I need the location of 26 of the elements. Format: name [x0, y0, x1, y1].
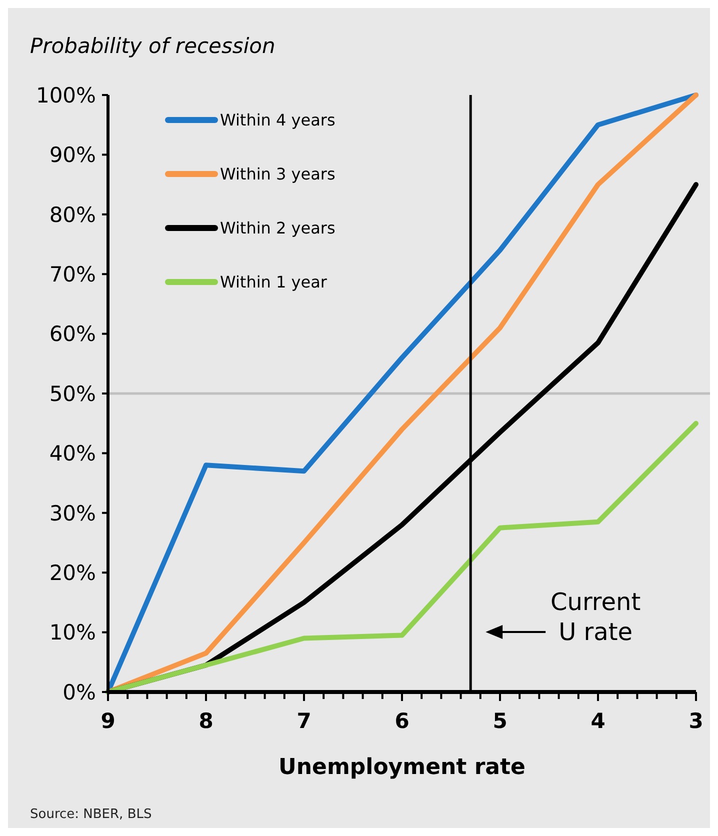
x-tick-label: 4 — [590, 709, 606, 733]
y-tick-label: 20% — [49, 560, 96, 585]
x-tick-label: 5 — [492, 709, 508, 733]
y-tick-label: 70% — [49, 262, 96, 286]
chart-title: Probability of recession — [30, 34, 276, 58]
legend-label: Within 3 years — [220, 164, 336, 184]
x-axis-title: Unemployment rate — [278, 755, 526, 780]
source-note: Source: NBER, BLS — [30, 807, 152, 822]
y-tick-label: 40% — [49, 442, 96, 466]
y-tick-label: 50% — [49, 382, 96, 406]
x-tick-label: 7 — [296, 709, 312, 733]
legend-label: Within 2 years — [220, 218, 336, 238]
annotation: Current U rate — [550, 588, 641, 646]
y-tick-label: 80% — [49, 202, 96, 227]
x-tick-label: 8 — [198, 709, 214, 733]
y-tick-label: 30% — [49, 501, 96, 526]
legend-label: Within 4 years — [220, 110, 336, 130]
y-tick-label: 90% — [49, 143, 96, 168]
y-tick-label: 100% — [36, 83, 96, 108]
y-tick-label: 60% — [49, 322, 96, 346]
legend-label: Within 1 year — [220, 272, 328, 292]
x-tick-label: 6 — [394, 709, 410, 733]
y-tick-label: 0% — [62, 680, 96, 704]
x-tick-label: 3 — [688, 709, 704, 733]
y-tick-label: 10% — [49, 620, 96, 645]
x-tick-label: 9 — [100, 709, 116, 733]
